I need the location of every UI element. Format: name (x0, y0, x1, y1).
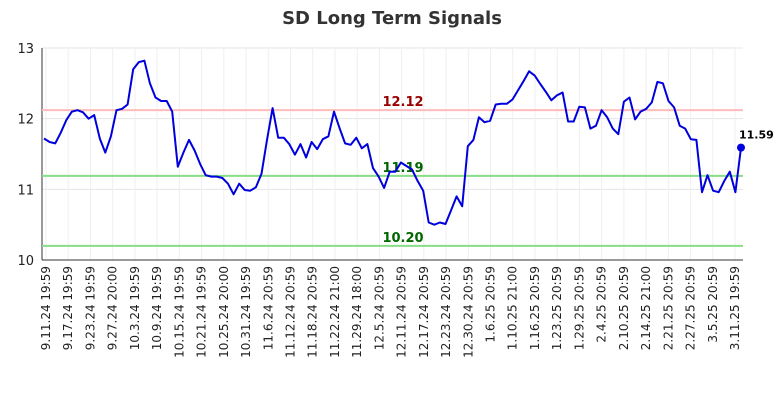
x-tick-label: 10.15.24 19:59 (172, 266, 186, 358)
x-tick-label: 9.17.24 19:59 (61, 266, 75, 350)
x-tick-label: 1.10.25 21:00 (506, 266, 520, 350)
x-tick-label: 2.10.25 20:59 (617, 266, 631, 350)
x-tick-label: 11.12.24 20:59 (283, 266, 297, 358)
chart-title: SD Long Term Signals (282, 8, 502, 29)
x-tick-label: 1.16.25 20:59 (528, 266, 542, 350)
x-tick-label: 3.11.25 19:59 (728, 266, 742, 350)
x-tick-label: 11.18.24 20:59 (306, 266, 320, 358)
x-tick-label: 1.6.25 20:59 (484, 266, 498, 343)
x-tick-label: 10.21.24 19:59 (195, 266, 209, 358)
x-tick-label: 11.29.24 18:00 (350, 266, 364, 358)
y-tick-label: 11 (17, 183, 34, 198)
x-tick-label: 12.11.24 20:59 (395, 266, 409, 358)
reference-line-label: 10.20 (382, 231, 423, 246)
x-tick-label: 2.21.25 20:59 (661, 266, 675, 350)
reference-line-label: 12.12 (382, 95, 423, 110)
x-tick-label: 2.14.25 21:00 (639, 266, 653, 350)
x-tick-label: 9.27.24 20:00 (106, 266, 120, 350)
x-tick-label: 10.31.24 19:59 (239, 266, 253, 358)
x-tick-label: 9.11.24 19:59 (39, 266, 53, 350)
price-series-line (43, 59, 742, 226)
x-tick-label: 1.23.25 20:59 (550, 266, 564, 350)
x-tick-label: 1.29.25 20:59 (572, 266, 586, 350)
y-tick-label: 12 (17, 113, 34, 128)
x-tick-label: 11.22.24 21:00 (328, 266, 342, 358)
x-tick-label: 2.4.25 20:59 (595, 266, 609, 343)
x-tick-label: 12.30.24 20:59 (461, 266, 475, 358)
x-tick-label: 3.5.25 20:59 (706, 266, 720, 343)
x-tick-label: 12.17.24 20:59 (417, 266, 431, 358)
x-tick-label: 2.27.25 20:59 (684, 266, 698, 350)
x-tick-label: 12.5.24 20:59 (372, 266, 386, 350)
last-value-marker (737, 143, 745, 152)
x-tick-label: 10.3.24 19:59 (128, 266, 142, 350)
x-tick-label: 9.23.24 19:59 (83, 266, 97, 350)
x-tick-label: 11.6.24 20:59 (261, 266, 275, 350)
y-tick-label: 10 (17, 254, 34, 269)
x-tick-label: 12.23.24 20:59 (439, 266, 453, 358)
last-value-label: 11.59 (739, 129, 774, 142)
x-tick-label: 10.25.24 20:00 (217, 266, 231, 358)
y-tick-label: 13 (17, 42, 34, 57)
x-tick-label: 10.9.24 19:59 (150, 266, 164, 350)
